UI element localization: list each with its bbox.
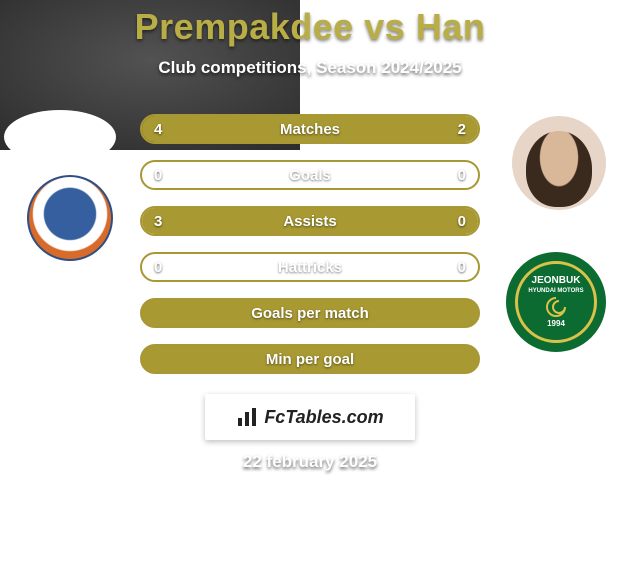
club-right-crest-icon: JEONBUK HYUNDAI MOTORS 1994 — [515, 261, 597, 343]
stat-row: 0 0 Goals — [140, 160, 480, 190]
stat-label: Goals — [289, 167, 331, 184]
player-left-avatar — [4, 110, 116, 164]
stat-value-left: 0 — [154, 259, 162, 276]
footer-date: 22 february 2025 — [243, 452, 377, 472]
page-subtitle: Club competitions, Season 2024/2025 — [158, 58, 461, 78]
stat-row: 0 0 Hattricks — [140, 252, 480, 282]
stat-value-left: 3 — [154, 213, 162, 230]
page-title: Prempakdee vs Han — [135, 6, 486, 48]
stat-row: Min per goal — [140, 344, 480, 374]
stat-label: Goals per match — [251, 305, 369, 322]
stat-label: Hattricks — [278, 259, 342, 276]
stat-value-right: 2 — [458, 121, 466, 138]
player-head-icon — [526, 131, 592, 206]
brand-text: FcTables.com — [264, 407, 383, 428]
club-right-label-mid: HYUNDAI MOTORS — [528, 288, 583, 295]
stat-row: Goals per match — [140, 298, 480, 328]
stats-list: 4 2 Matches 0 0 Goals 3 0 Assists 0 0 Hattricks Goal… — [140, 114, 480, 374]
stat-value-right: 0 — [458, 213, 466, 230]
club-right-badge: JEONBUK HYUNDAI MOTORS 1994 — [506, 252, 606, 352]
stat-label: Min per goal — [266, 351, 354, 368]
club-right-swirl-icon — [541, 296, 571, 318]
club-left-badge — [20, 168, 120, 268]
club-left-crest-icon — [27, 175, 113, 261]
stat-row: 4 2 Matches — [140, 114, 480, 144]
club-right-year: 1994 — [547, 320, 565, 329]
player-right-avatar — [512, 116, 606, 210]
stat-label: Assists — [283, 213, 336, 230]
stat-value-right: 0 — [458, 259, 466, 276]
stat-row: 3 0 Assists — [140, 206, 480, 236]
stat-value-right: 0 — [458, 167, 466, 184]
club-right-label-top: JEONBUK — [532, 275, 581, 286]
stat-label: Matches — [280, 121, 340, 138]
stat-value-left: 0 — [154, 167, 162, 184]
stat-value-left: 4 — [154, 121, 162, 138]
comparison-content: JEONBUK HYUNDAI MOTORS 1994 4 2 Matches 0 0 G… — [0, 106, 620, 580]
brand-bars-icon — [236, 406, 258, 428]
brand-badge: FcTables.com — [205, 394, 415, 440]
